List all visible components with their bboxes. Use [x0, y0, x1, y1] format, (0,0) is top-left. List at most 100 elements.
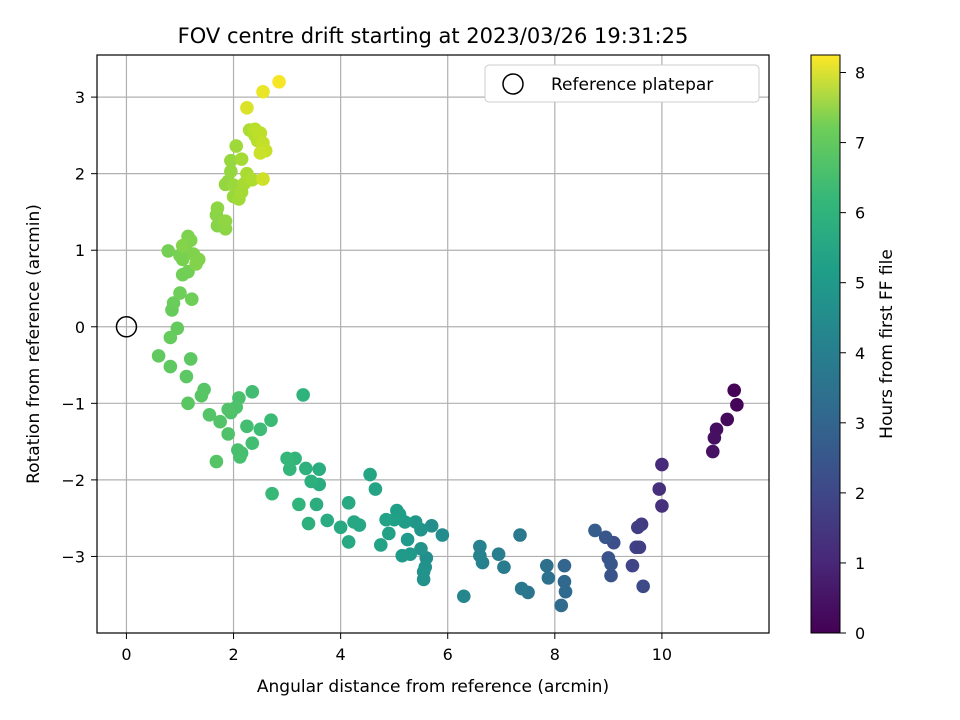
data-point — [299, 461, 313, 476]
y-axis-ticks: −3 −2 −1 0 1 2 3 — [61, 88, 97, 566]
legend-box — [484, 64, 760, 103]
colorbar-tick-label: 5 — [855, 274, 865, 293]
x-axis-ticks: 0 2 4 6 8 10 — [121, 633, 672, 664]
data-point — [161, 244, 176, 258]
data-point — [558, 584, 573, 599]
x-tick-label: 4 — [336, 645, 346, 664]
colorbar-gradient — [810, 54, 841, 634]
data-point — [705, 444, 720, 459]
colorbar-tick-label: 0 — [855, 624, 865, 643]
data-point — [184, 292, 199, 307]
colorbar-tick-label: 7 — [855, 134, 865, 153]
data-point — [341, 535, 356, 549]
data-point — [264, 413, 278, 427]
data-point — [400, 532, 415, 547]
colorbar-tick-label: 6 — [855, 204, 865, 223]
data-point — [379, 512, 393, 527]
colorbar-label: Hours from first FF file — [877, 249, 897, 439]
plot-frame — [96, 54, 770, 634]
data-point — [707, 430, 722, 445]
data-point — [636, 579, 650, 594]
data-point — [234, 152, 249, 166]
colorbar-ticks: 0 1 2 3 4 5 6 7 8 — [840, 64, 865, 643]
data-point — [224, 153, 238, 168]
data-point — [175, 238, 190, 253]
data-point — [727, 383, 741, 398]
chart-title: FOV centre drift starting at 2023/03/26 … — [178, 24, 689, 48]
data-point — [312, 462, 327, 476]
y-axis-label: Rotation from reference (arcmin) — [24, 204, 44, 484]
data-point — [631, 520, 645, 535]
reference-platepar-marker — [115, 316, 138, 338]
data-point — [395, 548, 410, 563]
data-point — [514, 581, 529, 596]
data-point — [363, 467, 377, 482]
data-point — [456, 589, 471, 604]
data-point — [175, 252, 190, 267]
legend-entry-reference-platepar: Reference platepar — [551, 75, 713, 95]
data-point — [491, 547, 506, 561]
colorbar-tick-label: 4 — [855, 344, 865, 363]
data-point — [166, 296, 181, 310]
data-point — [382, 526, 396, 541]
data-point — [296, 388, 310, 402]
data-point — [265, 486, 279, 501]
data-point — [473, 548, 487, 563]
data-point — [209, 454, 224, 469]
data-point — [253, 146, 268, 160]
data-point — [194, 388, 209, 403]
data-point — [604, 568, 618, 583]
data-point — [557, 574, 572, 589]
data-point — [333, 520, 348, 535]
data-point — [513, 528, 527, 542]
data-point — [151, 349, 166, 363]
data-point — [181, 396, 195, 411]
plot-area — [96, 54, 770, 634]
data-point — [720, 412, 735, 427]
y-tick-label: 3 — [75, 88, 85, 107]
data-point — [304, 474, 318, 489]
data-points — [151, 74, 744, 613]
data-point — [652, 482, 667, 496]
data-point — [272, 74, 286, 89]
data-point — [179, 369, 194, 384]
data-point — [598, 530, 613, 545]
data-point — [588, 523, 602, 538]
data-point — [229, 139, 244, 153]
data-point — [210, 201, 225, 215]
x-tick-label: 2 — [228, 645, 238, 664]
data-point — [541, 571, 556, 585]
colorbar-tick-label: 1 — [855, 554, 865, 573]
data-point — [730, 398, 744, 412]
data-point — [183, 352, 198, 366]
data-point — [245, 385, 260, 399]
y-tick-label: −1 — [61, 394, 85, 413]
data-point — [604, 557, 618, 571]
data-point — [373, 538, 388, 552]
data-point — [347, 515, 361, 529]
data-point — [497, 560, 511, 574]
colorbar: 0 1 2 3 4 5 6 7 8 Hours from first FF file — [810, 54, 897, 643]
x-tick-label: 10 — [652, 645, 672, 664]
data-point — [292, 497, 306, 512]
data-point — [202, 408, 217, 422]
colorbar-tick-label: 3 — [855, 414, 865, 433]
data-point — [213, 414, 227, 429]
data-point — [231, 443, 245, 457]
y-tick-label: −2 — [61, 471, 85, 490]
y-tick-label: 2 — [75, 165, 85, 184]
x-tick-label: 8 — [550, 645, 560, 664]
data-point — [557, 558, 572, 573]
data-point — [245, 436, 260, 450]
data-point — [245, 172, 260, 187]
y-tick-label: 1 — [75, 241, 85, 260]
colorbar-tick-label: 2 — [855, 484, 865, 503]
data-point — [320, 513, 335, 528]
data-point — [240, 419, 254, 434]
data-point — [282, 462, 297, 476]
data-point — [632, 540, 647, 555]
data-point — [554, 598, 569, 613]
data-point — [191, 252, 206, 267]
data-point — [435, 528, 450, 542]
